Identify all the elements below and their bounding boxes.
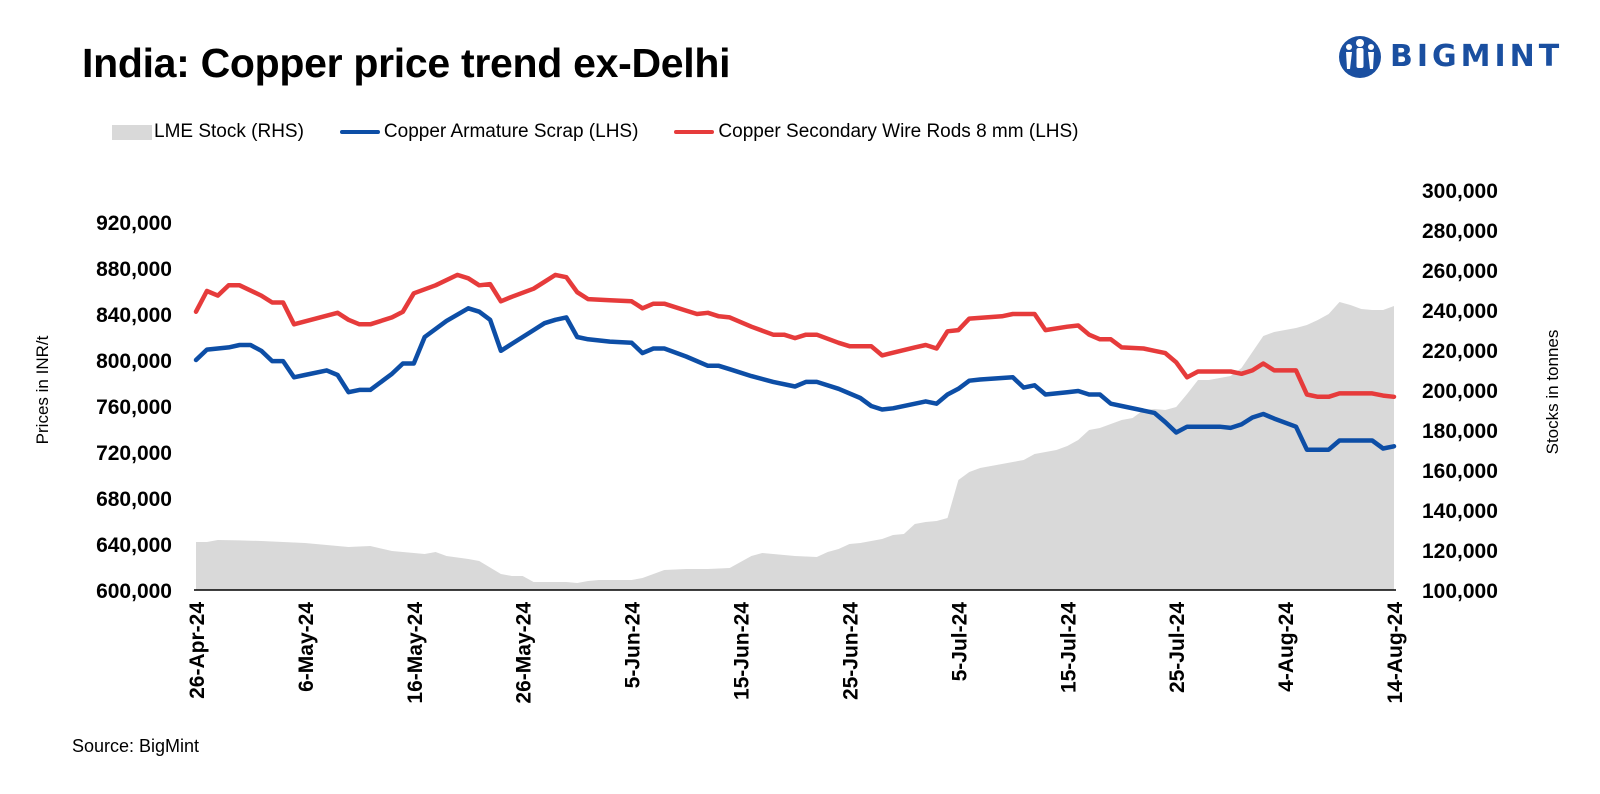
legend-swatch-wire-rods <box>674 130 715 134</box>
legend-item-wire-rods: Copper Secondary Wire Rods 8 mm (LHS) <box>674 121 1079 143</box>
legend-label-armature-scrap: Copper Armature Scrap (LHS) <box>383 121 639 142</box>
y-right-axis-title: Stocks in tonnes <box>1543 330 1562 455</box>
y-right-tick-label: 300,000 <box>1422 180 1498 203</box>
y-right-tick-label: 200,000 <box>1422 380 1498 403</box>
y-left-tick-label: 680,000 <box>96 488 172 511</box>
bigmint-logo-icon <box>1339 36 1381 78</box>
x-tick-label: 6-May-24 <box>295 602 318 692</box>
x-tick-label: 15-Jun-24 <box>731 602 754 700</box>
x-tick-label: 26-Apr-24 <box>186 602 209 699</box>
y-right-tick-label: 100,000 <box>1422 580 1498 603</box>
y-right-tick-label: 260,000 <box>1422 260 1498 283</box>
legend-swatch-lme-stock <box>112 124 152 140</box>
series-line-wire-rods <box>193 272 1397 400</box>
y-left-tick-label: 760,000 <box>96 396 172 419</box>
series-area-lme-stock <box>196 302 1394 590</box>
legend-label-wire-rods: Copper Secondary Wire Rods 8 mm (LHS) <box>718 121 1079 142</box>
x-tick-label: 25-Jun-24 <box>840 602 863 700</box>
chart-legend: LME Stock (RHS) Copper Armature Scrap (L… <box>112 121 1115 143</box>
y-left-tick-label: 880,000 <box>96 258 172 281</box>
series-line-armature-scrap <box>193 306 1397 452</box>
y-left-axis-title: Prices in INR/t <box>33 335 52 444</box>
y-left-tick-label: 800,000 <box>96 350 172 373</box>
y-right-tick-label: 240,000 <box>1422 300 1498 323</box>
x-tick-label: 26-May-24 <box>513 602 536 704</box>
x-tick-label: 25-Jul-24 <box>1166 602 1189 693</box>
y-right-tick-label: 120,000 <box>1422 540 1498 563</box>
x-tick-label: 14-Aug-24 <box>1384 602 1407 704</box>
bigmint-logo-text: BIGMINT <box>1390 38 1564 74</box>
y-left-tick-label: 840,000 <box>96 304 172 327</box>
legend-swatch-armature-scrap <box>339 130 380 134</box>
y-right-tick-label: 280,000 <box>1422 220 1498 243</box>
legend-label-lme-stock: LME Stock (RHS) <box>154 121 304 142</box>
x-tick-label: 4-Aug-24 <box>1275 602 1298 692</box>
x-tick-label: 16-May-24 <box>404 602 427 704</box>
y-right-tick-label: 180,000 <box>1422 420 1498 443</box>
y-left-tick-label: 640,000 <box>96 534 172 557</box>
x-tick-label: 5-Jul-24 <box>948 602 971 682</box>
y-right-tick-label: 220,000 <box>1422 340 1498 363</box>
y-right-tick-label: 140,000 <box>1422 500 1498 523</box>
y-left-tick-label: 920,000 <box>96 212 172 235</box>
y-left-tick-label: 600,000 <box>96 580 172 603</box>
y-left-tick-label: 720,000 <box>96 442 172 465</box>
legend-item-armature-scrap: Copper Armature Scrap (LHS) <box>339 121 639 143</box>
y-right-tick-label: 160,000 <box>1422 460 1498 483</box>
x-tick-label: 5-Jun-24 <box>622 602 645 689</box>
source-note: Source: BigMint <box>72 736 200 756</box>
chart-title: India: Copper price trend ex-Delhi <box>82 40 731 86</box>
x-tick-label: 15-Jul-24 <box>1057 602 1080 693</box>
bigmint-logo: BIGMINT <box>1338 30 1563 82</box>
legend-item-lme-stock: LME Stock (RHS) <box>112 121 304 143</box>
